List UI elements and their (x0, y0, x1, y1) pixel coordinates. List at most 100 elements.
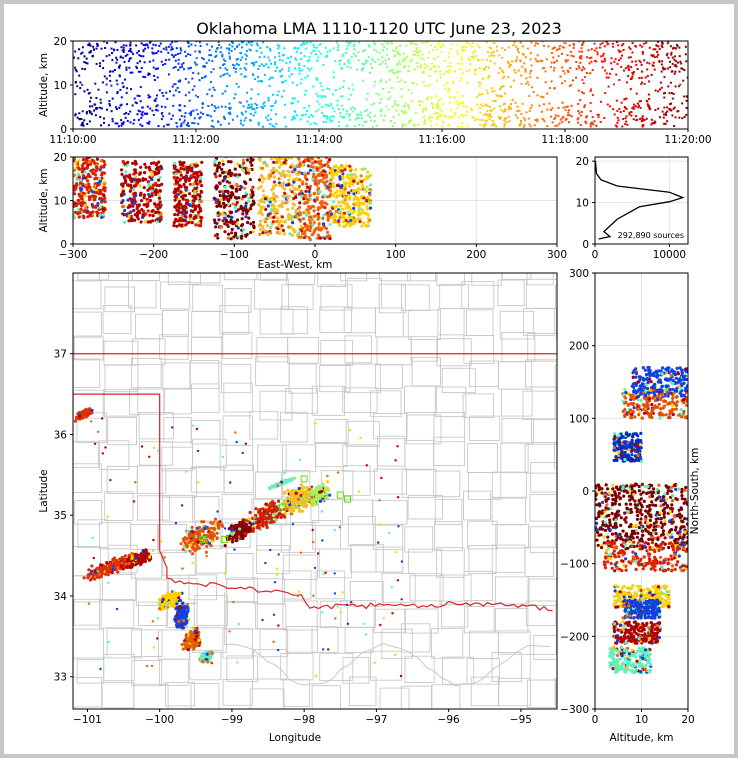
source-point (186, 221, 190, 225)
source-point (626, 81, 628, 84)
source-point (110, 110, 113, 113)
source-point (154, 192, 158, 197)
county-boundary (98, 440, 130, 471)
source-point (230, 540, 235, 544)
source-point (366, 207, 370, 211)
source-point (556, 124, 559, 127)
source-point (572, 43, 575, 46)
source-point (147, 182, 151, 186)
source-point (290, 55, 292, 58)
source-point (122, 44, 125, 47)
source-point (148, 220, 152, 224)
source-point (292, 186, 296, 190)
source-point (133, 213, 137, 217)
source-point (336, 99, 339, 102)
source-point (632, 106, 635, 109)
source-point (386, 43, 389, 46)
source-point (447, 124, 450, 127)
source-point (129, 71, 132, 74)
source-point (455, 107, 458, 110)
source-point (564, 80, 566, 83)
source-point (507, 76, 510, 78)
source-point (580, 55, 583, 58)
county-boundary (104, 491, 134, 521)
source-point (297, 231, 301, 235)
source-point (490, 115, 493, 118)
source-point (74, 93, 77, 96)
source-point (519, 41, 522, 43)
source-point (245, 158, 250, 162)
source-point (254, 78, 256, 81)
source-point (217, 525, 221, 530)
county-boundary (285, 626, 318, 653)
source-point (481, 58, 484, 61)
source-point (674, 70, 677, 73)
source-point (308, 187, 312, 191)
source-point (340, 169, 344, 173)
source-point (289, 157, 293, 160)
source-point (324, 103, 327, 106)
source-point (575, 60, 578, 63)
source-point (227, 122, 230, 125)
county-boundary (501, 273, 532, 280)
source-point (613, 60, 616, 63)
source-point (219, 75, 222, 78)
source-point (419, 50, 422, 53)
source-point (512, 44, 515, 47)
source-point (564, 119, 567, 122)
source-point (280, 224, 284, 228)
source-point (406, 104, 409, 107)
source-point (345, 112, 348, 115)
source-point (484, 123, 487, 126)
source-point (426, 84, 429, 87)
source-point (86, 123, 89, 125)
source-point (373, 102, 376, 105)
source-point (272, 175, 277, 179)
source-point (268, 78, 271, 81)
source-point (136, 67, 138, 70)
county-boundary (526, 679, 557, 709)
source-point (263, 55, 266, 58)
source-point (331, 194, 335, 198)
source-point (195, 41, 198, 43)
source-point (597, 116, 600, 119)
source-point (129, 47, 132, 50)
source-point (449, 116, 452, 119)
source-point (279, 204, 283, 208)
source-point (436, 115, 439, 118)
source-point (678, 70, 681, 73)
source-point (199, 51, 201, 54)
source-point (162, 115, 165, 118)
source-point (488, 75, 491, 77)
source-point (268, 59, 271, 62)
source-point (492, 50, 495, 53)
source-point (683, 116, 686, 118)
source-point (453, 96, 456, 99)
source-point (603, 117, 606, 119)
source-point (323, 95, 326, 98)
source-point (265, 164, 269, 168)
source-point (192, 217, 196, 221)
source-point (616, 41, 618, 44)
source-point (156, 203, 161, 207)
source-point (443, 73, 446, 76)
source-point (222, 197, 226, 201)
source-point (251, 185, 255, 189)
source-point (181, 537, 186, 541)
source-point (305, 178, 309, 182)
source-point (164, 62, 167, 65)
source-point (400, 110, 403, 112)
county-boundary (319, 652, 354, 681)
source-point (599, 46, 601, 49)
source-point (229, 113, 232, 115)
source-point (261, 225, 265, 229)
source-point (622, 49, 625, 51)
source-point (326, 87, 329, 90)
source-point (87, 198, 92, 202)
source-point (142, 75, 145, 78)
source-point (499, 88, 502, 91)
source-point (412, 82, 415, 85)
source-point (301, 114, 304, 117)
source-point (82, 162, 86, 166)
source-point (304, 189, 308, 193)
